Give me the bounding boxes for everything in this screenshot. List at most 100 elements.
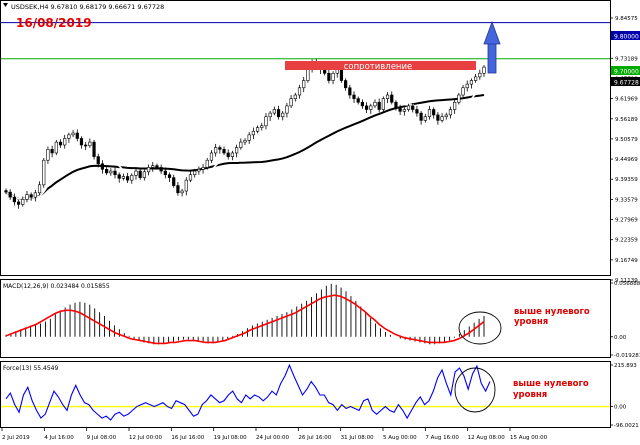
resistance-label: сопротивление bbox=[344, 62, 413, 72]
candle-body bbox=[226, 152, 230, 157]
macd-tick-label: 0.056888 bbox=[614, 281, 640, 287]
price-tick-label: 9.73189 bbox=[615, 56, 638, 62]
candle-body bbox=[390, 94, 394, 103]
candle-body bbox=[209, 152, 214, 161]
svg-text:9.70000: 9.70000 bbox=[614, 69, 639, 76]
time-axis: 2 Jul 2019 4 Jul 16:00 9 Jul 08:00 12 Jul 0… bbox=[1, 428, 548, 441]
candle-body bbox=[339, 69, 344, 81]
candle-body bbox=[16, 201, 21, 205]
force-layer bbox=[1, 363, 610, 421]
price-tick-label: 9.27969 bbox=[615, 218, 638, 224]
macd-signal-line bbox=[5, 294, 485, 345]
candle-body bbox=[474, 76, 478, 81]
force-highlight-ellipse bbox=[454, 367, 496, 413]
price-tick-label: 9.11139 bbox=[615, 278, 638, 284]
time-tick-label: 31 Jul 08:00 bbox=[341, 435, 374, 441]
candle-body bbox=[117, 174, 121, 179]
candle-body bbox=[84, 144, 88, 147]
candle-body bbox=[37, 184, 42, 194]
candle-body bbox=[432, 109, 436, 116]
candle-body bbox=[293, 94, 297, 99]
candle-body bbox=[176, 185, 180, 194]
candle-body bbox=[29, 194, 33, 198]
price-tick-label: 9.16749 bbox=[615, 258, 638, 264]
force-note-line2: уровня bbox=[513, 390, 547, 400]
candle-body bbox=[356, 98, 360, 103]
macd-highlight-ellipse bbox=[458, 311, 502, 345]
candle-body bbox=[264, 116, 268, 127]
force-panel-frame bbox=[0, 361, 611, 428]
candle-body bbox=[167, 174, 172, 178]
time-tick-label: 24 Jul 00:00 bbox=[256, 435, 289, 441]
resistance-band bbox=[285, 61, 476, 70]
up-arrow-icon bbox=[483, 20, 501, 74]
candle-body bbox=[377, 101, 381, 110]
candlesticks bbox=[4, 58, 486, 209]
candle-body bbox=[201, 167, 205, 170]
candle-body bbox=[364, 105, 369, 110]
candle-body bbox=[205, 159, 209, 168]
macd-tick-label: -0.019281 bbox=[614, 353, 640, 359]
candle-body bbox=[457, 94, 461, 103]
candle-body bbox=[8, 191, 12, 198]
candle-body bbox=[58, 141, 63, 146]
candle-body bbox=[461, 87, 465, 96]
time-tick-label: 19 Jul 08:00 bbox=[214, 435, 247, 441]
time-tick-label: 12 Jul 00:00 bbox=[129, 435, 162, 441]
candle-body bbox=[25, 194, 29, 200]
candle-body bbox=[180, 190, 184, 194]
candle-body bbox=[385, 94, 390, 99]
candle-body bbox=[373, 101, 377, 107]
time-tick-label: 2 Jul 2019 bbox=[2, 435, 30, 441]
price-levels bbox=[1, 22, 610, 60]
candle-body bbox=[105, 168, 109, 174]
candle-body bbox=[436, 114, 440, 121]
green-level-badge: 9.70000 bbox=[611, 66, 640, 76]
candle-body bbox=[71, 132, 75, 136]
candle-body bbox=[423, 116, 427, 121]
candle-body bbox=[172, 177, 176, 186]
macd-signal-layer bbox=[5, 294, 485, 345]
candle-body bbox=[79, 138, 84, 146]
macd-note-line2: уровня bbox=[514, 317, 548, 327]
force-tick-label: 0.00 bbox=[614, 405, 627, 411]
candle-body bbox=[306, 69, 310, 81]
blue-level-badge: 9.80000 bbox=[611, 31, 640, 41]
candle-body bbox=[348, 87, 352, 96]
candle-body bbox=[193, 170, 197, 176]
candle-body bbox=[302, 80, 306, 89]
candle-body bbox=[88, 141, 92, 147]
candle-body bbox=[230, 152, 235, 157]
candle-body bbox=[138, 170, 142, 178]
main-panel-frame bbox=[0, 0, 611, 276]
candle-body bbox=[125, 176, 130, 181]
candle-body bbox=[478, 72, 482, 78]
price-tick-label: 9.44969 bbox=[615, 157, 638, 163]
candle-body bbox=[327, 72, 331, 81]
candle-body bbox=[444, 114, 448, 118]
time-tick-label: 12 Aug 08:00 bbox=[468, 435, 506, 441]
candle-body bbox=[352, 94, 356, 99]
candle-body bbox=[289, 98, 293, 107]
macd-axis: 0.056888 0.00 -0.019281 bbox=[610, 281, 640, 359]
price-tick-label: 9.56189 bbox=[615, 117, 638, 123]
candle-body bbox=[21, 199, 25, 205]
candle-body bbox=[440, 116, 444, 121]
time-tick-label: 9 Jul 08:00 bbox=[87, 435, 117, 441]
candle-body bbox=[184, 179, 188, 192]
candle-body bbox=[188, 174, 193, 181]
candle-body bbox=[42, 159, 46, 186]
price-tick-label: 9.39359 bbox=[615, 177, 638, 183]
candle-body bbox=[323, 69, 327, 74]
candle-body bbox=[92, 141, 96, 157]
force-label: Force(13) 55.4549 bbox=[3, 365, 58, 372]
candle-body bbox=[453, 101, 457, 110]
candle-body bbox=[285, 105, 289, 114]
candle-body bbox=[63, 138, 67, 146]
force-note-line1: выше нулевого bbox=[513, 379, 589, 389]
candle-body bbox=[415, 109, 419, 114]
candle-body bbox=[67, 134, 71, 139]
candle-body bbox=[222, 149, 226, 154]
candle-body bbox=[130, 175, 134, 181]
